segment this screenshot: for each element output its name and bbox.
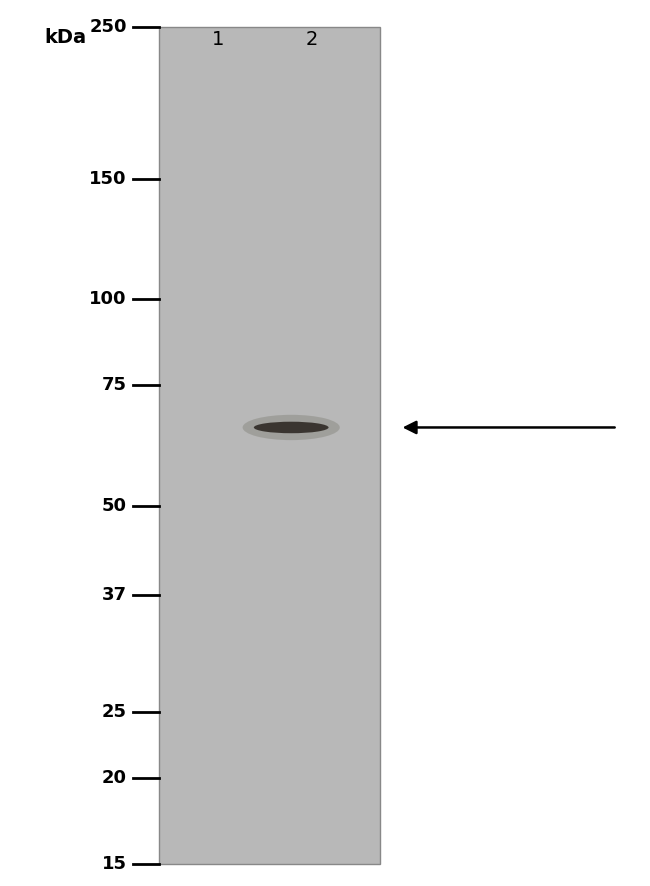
- Text: 15: 15: [102, 855, 127, 873]
- Text: 2: 2: [306, 30, 318, 50]
- Text: kDa: kDa: [44, 27, 86, 47]
- Text: 20: 20: [102, 769, 127, 788]
- Text: 37: 37: [102, 587, 127, 604]
- Text: 150: 150: [89, 169, 127, 188]
- Text: 25: 25: [102, 703, 127, 721]
- Text: 75: 75: [102, 376, 127, 394]
- Text: 50: 50: [102, 496, 127, 515]
- Text: 1: 1: [211, 30, 224, 50]
- Text: 250: 250: [89, 18, 127, 35]
- Text: 100: 100: [89, 291, 127, 308]
